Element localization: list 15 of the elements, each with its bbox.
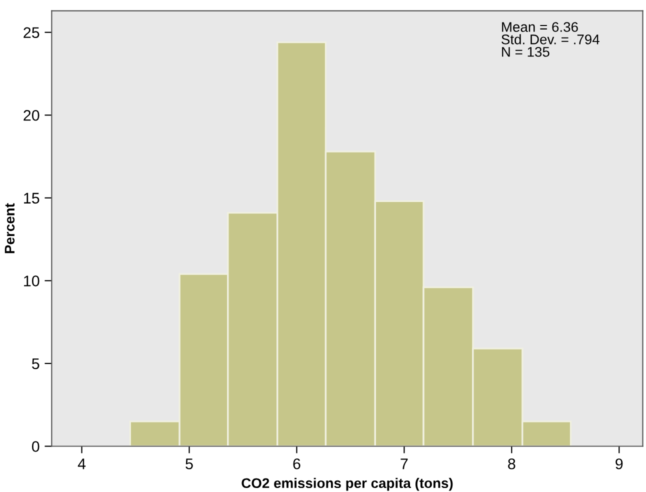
y-axis-title: Percent [4,203,15,254]
x-tick-label: 8 [508,458,516,470]
x-tick-label: 4 [78,458,86,470]
x-tick-label: 5 [186,458,193,470]
y-tick-label: 10 [24,276,40,286]
annotation: Mean = 6.36 Std. Dev. = .794 N = 135 [502,22,600,57]
y-tick-label: 20 [24,110,40,121]
y-tick-label: 25 [24,27,40,38]
x-tick-label: 9 [616,458,623,470]
x-axis-title: CO2 emissions per capita (tons) [242,478,453,491]
x-tick-label: 6 [293,458,300,470]
y-tick-label: 15 [24,192,40,204]
x-tick-label: 7 [400,458,408,470]
y-tick-label: 5 [32,358,40,370]
y-tick-label: 0 [32,441,40,452]
